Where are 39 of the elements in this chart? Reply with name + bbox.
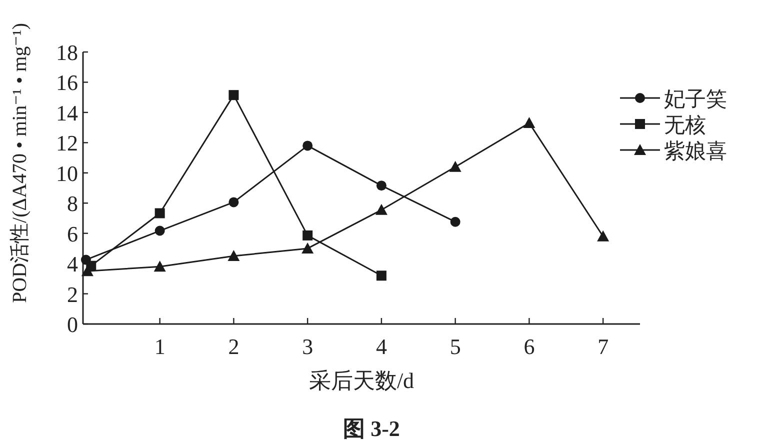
x-tick-label: 1 <box>154 334 166 359</box>
x-tick-label: 6 <box>524 334 535 359</box>
y-tick-label: 2 <box>67 282 78 307</box>
x-tick-label: 3 <box>302 334 314 359</box>
point <box>302 140 313 151</box>
point <box>228 90 239 100</box>
point <box>449 160 462 172</box>
legend-label: 妃子笑 <box>664 87 727 111</box>
y-tick-label: 16 <box>56 70 78 96</box>
x-tick-label: 4 <box>376 334 387 359</box>
x-tick-label: 2 <box>228 334 240 359</box>
y-tick-label: 12 <box>56 130 78 156</box>
y-tick-label: 4 <box>67 252 78 277</box>
point <box>302 230 313 240</box>
y-tick-label: 6 <box>67 221 78 246</box>
point <box>597 230 610 242</box>
x-tick-label: 7 <box>598 334 609 359</box>
y-tick-label: 18 <box>56 40 78 65</box>
legend-label: 紫娘喜 <box>664 139 727 163</box>
y-tick-label: 8 <box>67 191 78 216</box>
point <box>376 180 386 191</box>
x-tick-label: 5 <box>450 334 461 359</box>
x-axis-title: 采后天数/d <box>308 368 414 393</box>
point <box>302 242 314 254</box>
legend-label: 无核 <box>664 113 706 137</box>
y-axis-title: POD活性/(ΔA470 • min⁻¹ • mg⁻¹) <box>9 23 31 303</box>
caption: 图 3-2 <box>343 416 400 441</box>
y-tick-label: 10 <box>56 160 78 186</box>
point <box>228 197 239 208</box>
point <box>375 204 388 215</box>
point <box>376 270 386 281</box>
point <box>154 260 166 272</box>
point <box>450 216 460 227</box>
y-tick-label: 14 <box>56 100 78 126</box>
y-tick-label: 0 <box>67 312 78 337</box>
point <box>154 226 165 236</box>
point <box>523 117 536 128</box>
point <box>154 208 165 218</box>
point <box>228 250 240 261</box>
